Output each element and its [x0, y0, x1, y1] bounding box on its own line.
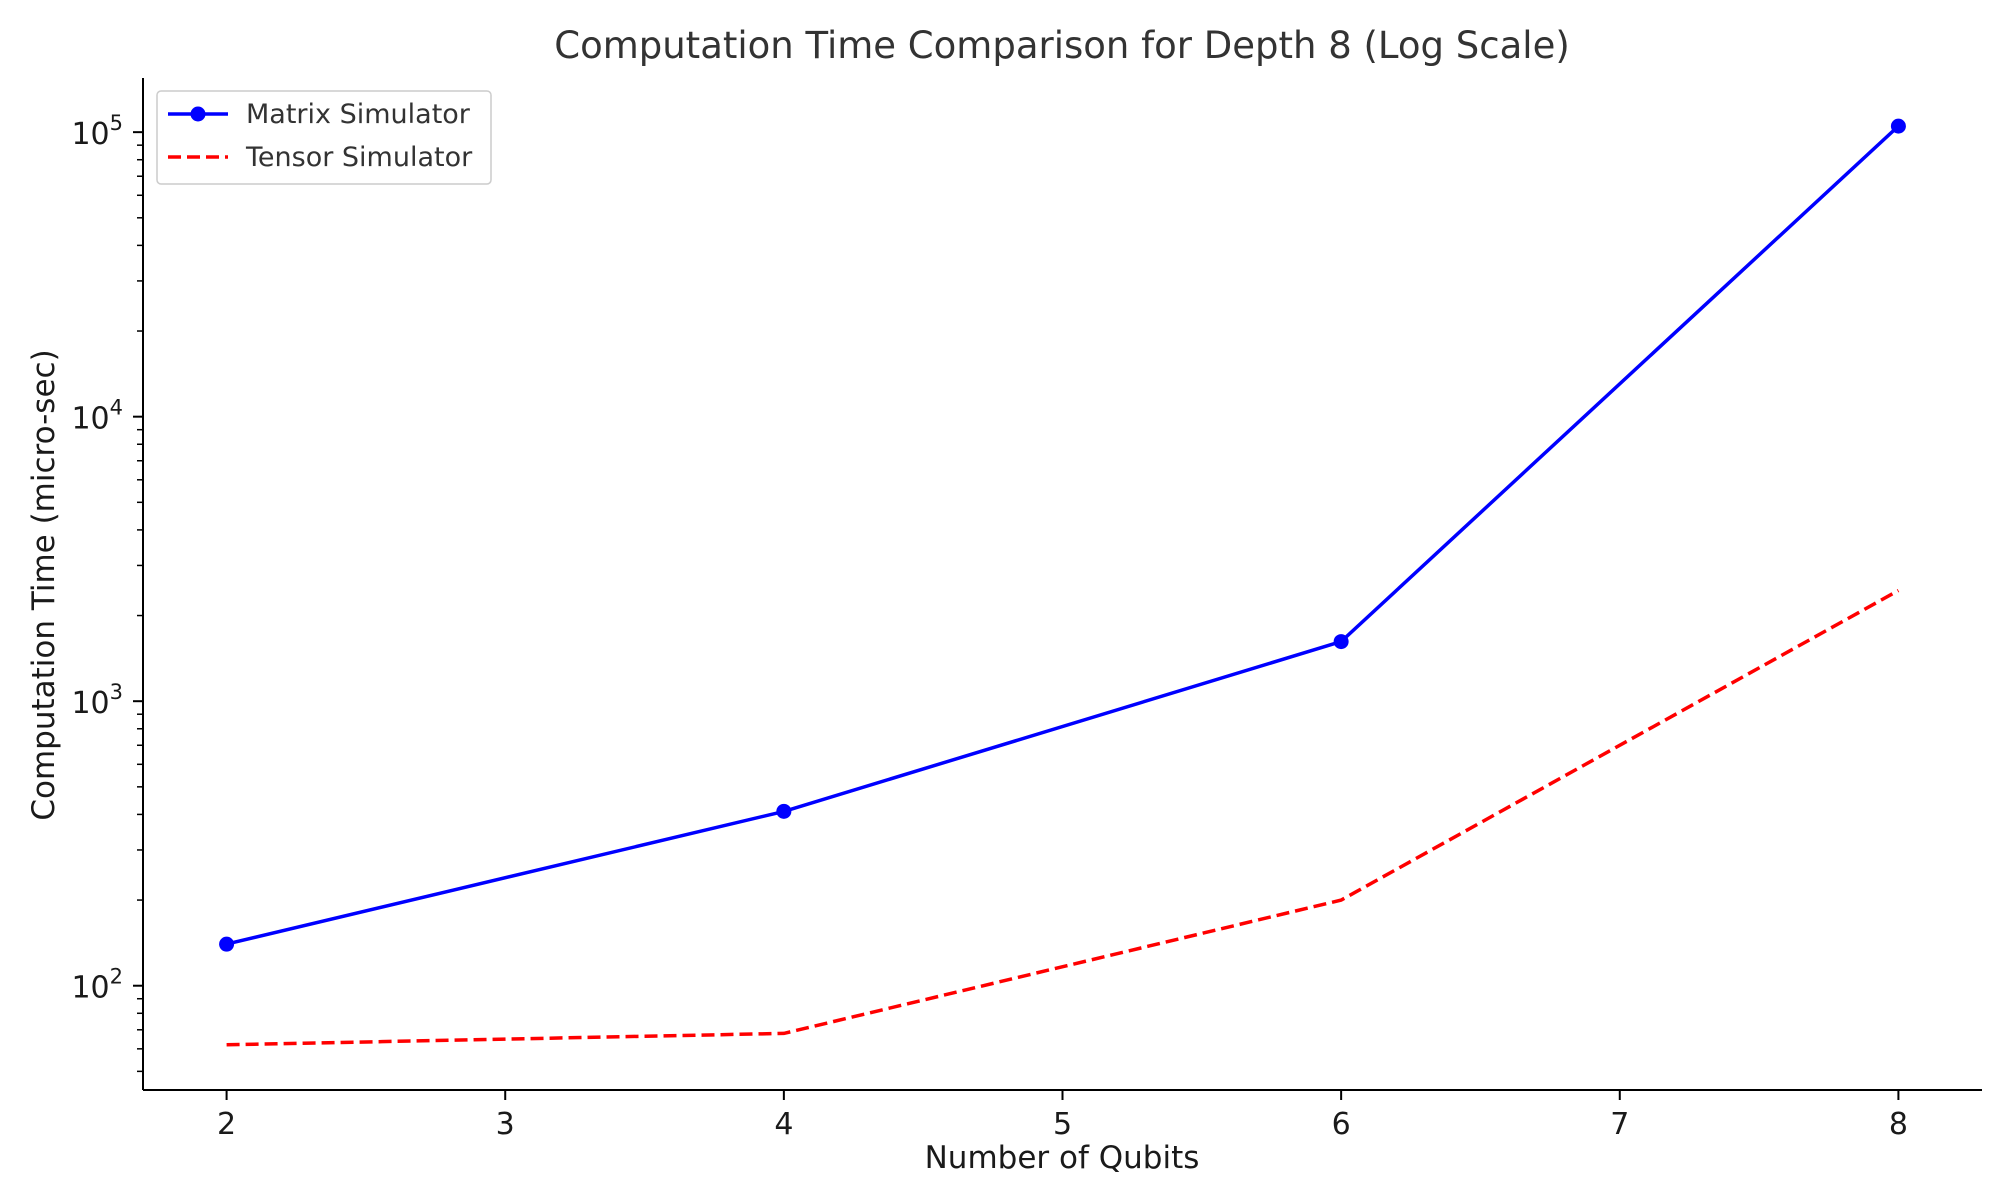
x-tick-label: 2 [217, 1107, 236, 1142]
x-tick-label: 7 [1610, 1107, 1629, 1142]
matrix-simulator-point [219, 936, 235, 952]
y-axis-label: Computation Time (micro-sec) [26, 349, 62, 820]
legend-marker-matrix-simulator [190, 106, 206, 122]
matrix-simulator-line [226, 124, 1900, 946]
y-tick-label: 105 [71, 111, 123, 152]
y-tick-label: 103 [71, 680, 123, 721]
matrix-simulator-point [776, 803, 792, 819]
chart-title: Computation Time Comparison for Depth 8 … [554, 24, 1570, 67]
x-tick-label: 6 [1332, 1107, 1351, 1142]
legend-label-matrix-simulator: Matrix Simulator [246, 99, 471, 130]
ticks: 2 3 4 5 6 7 8 102 103 104 105 [71, 111, 1908, 1142]
x-tick-label: 5 [1053, 1107, 1072, 1142]
y-tick-label: 104 [71, 396, 123, 437]
x-tick-label: 4 [774, 1107, 793, 1142]
x-tick-label: 8 [1889, 1107, 1908, 1142]
y-tick-label: 102 [71, 965, 123, 1006]
legend-label-tensor-simulator: Tensor Simulator [245, 142, 473, 173]
matrix-simulator-point [1890, 118, 1906, 134]
legend-box [156, 90, 492, 185]
x-axis-label: Number of Qubits [925, 1140, 1200, 1176]
series-layer [219, 118, 1906, 1047]
legend: Matrix Simulator Tensor Simulator [156, 90, 492, 185]
tensor-simulator-line [226, 588, 1900, 1047]
x-tick-label: 3 [496, 1107, 515, 1142]
matrix-simulator-point [1333, 634, 1349, 650]
